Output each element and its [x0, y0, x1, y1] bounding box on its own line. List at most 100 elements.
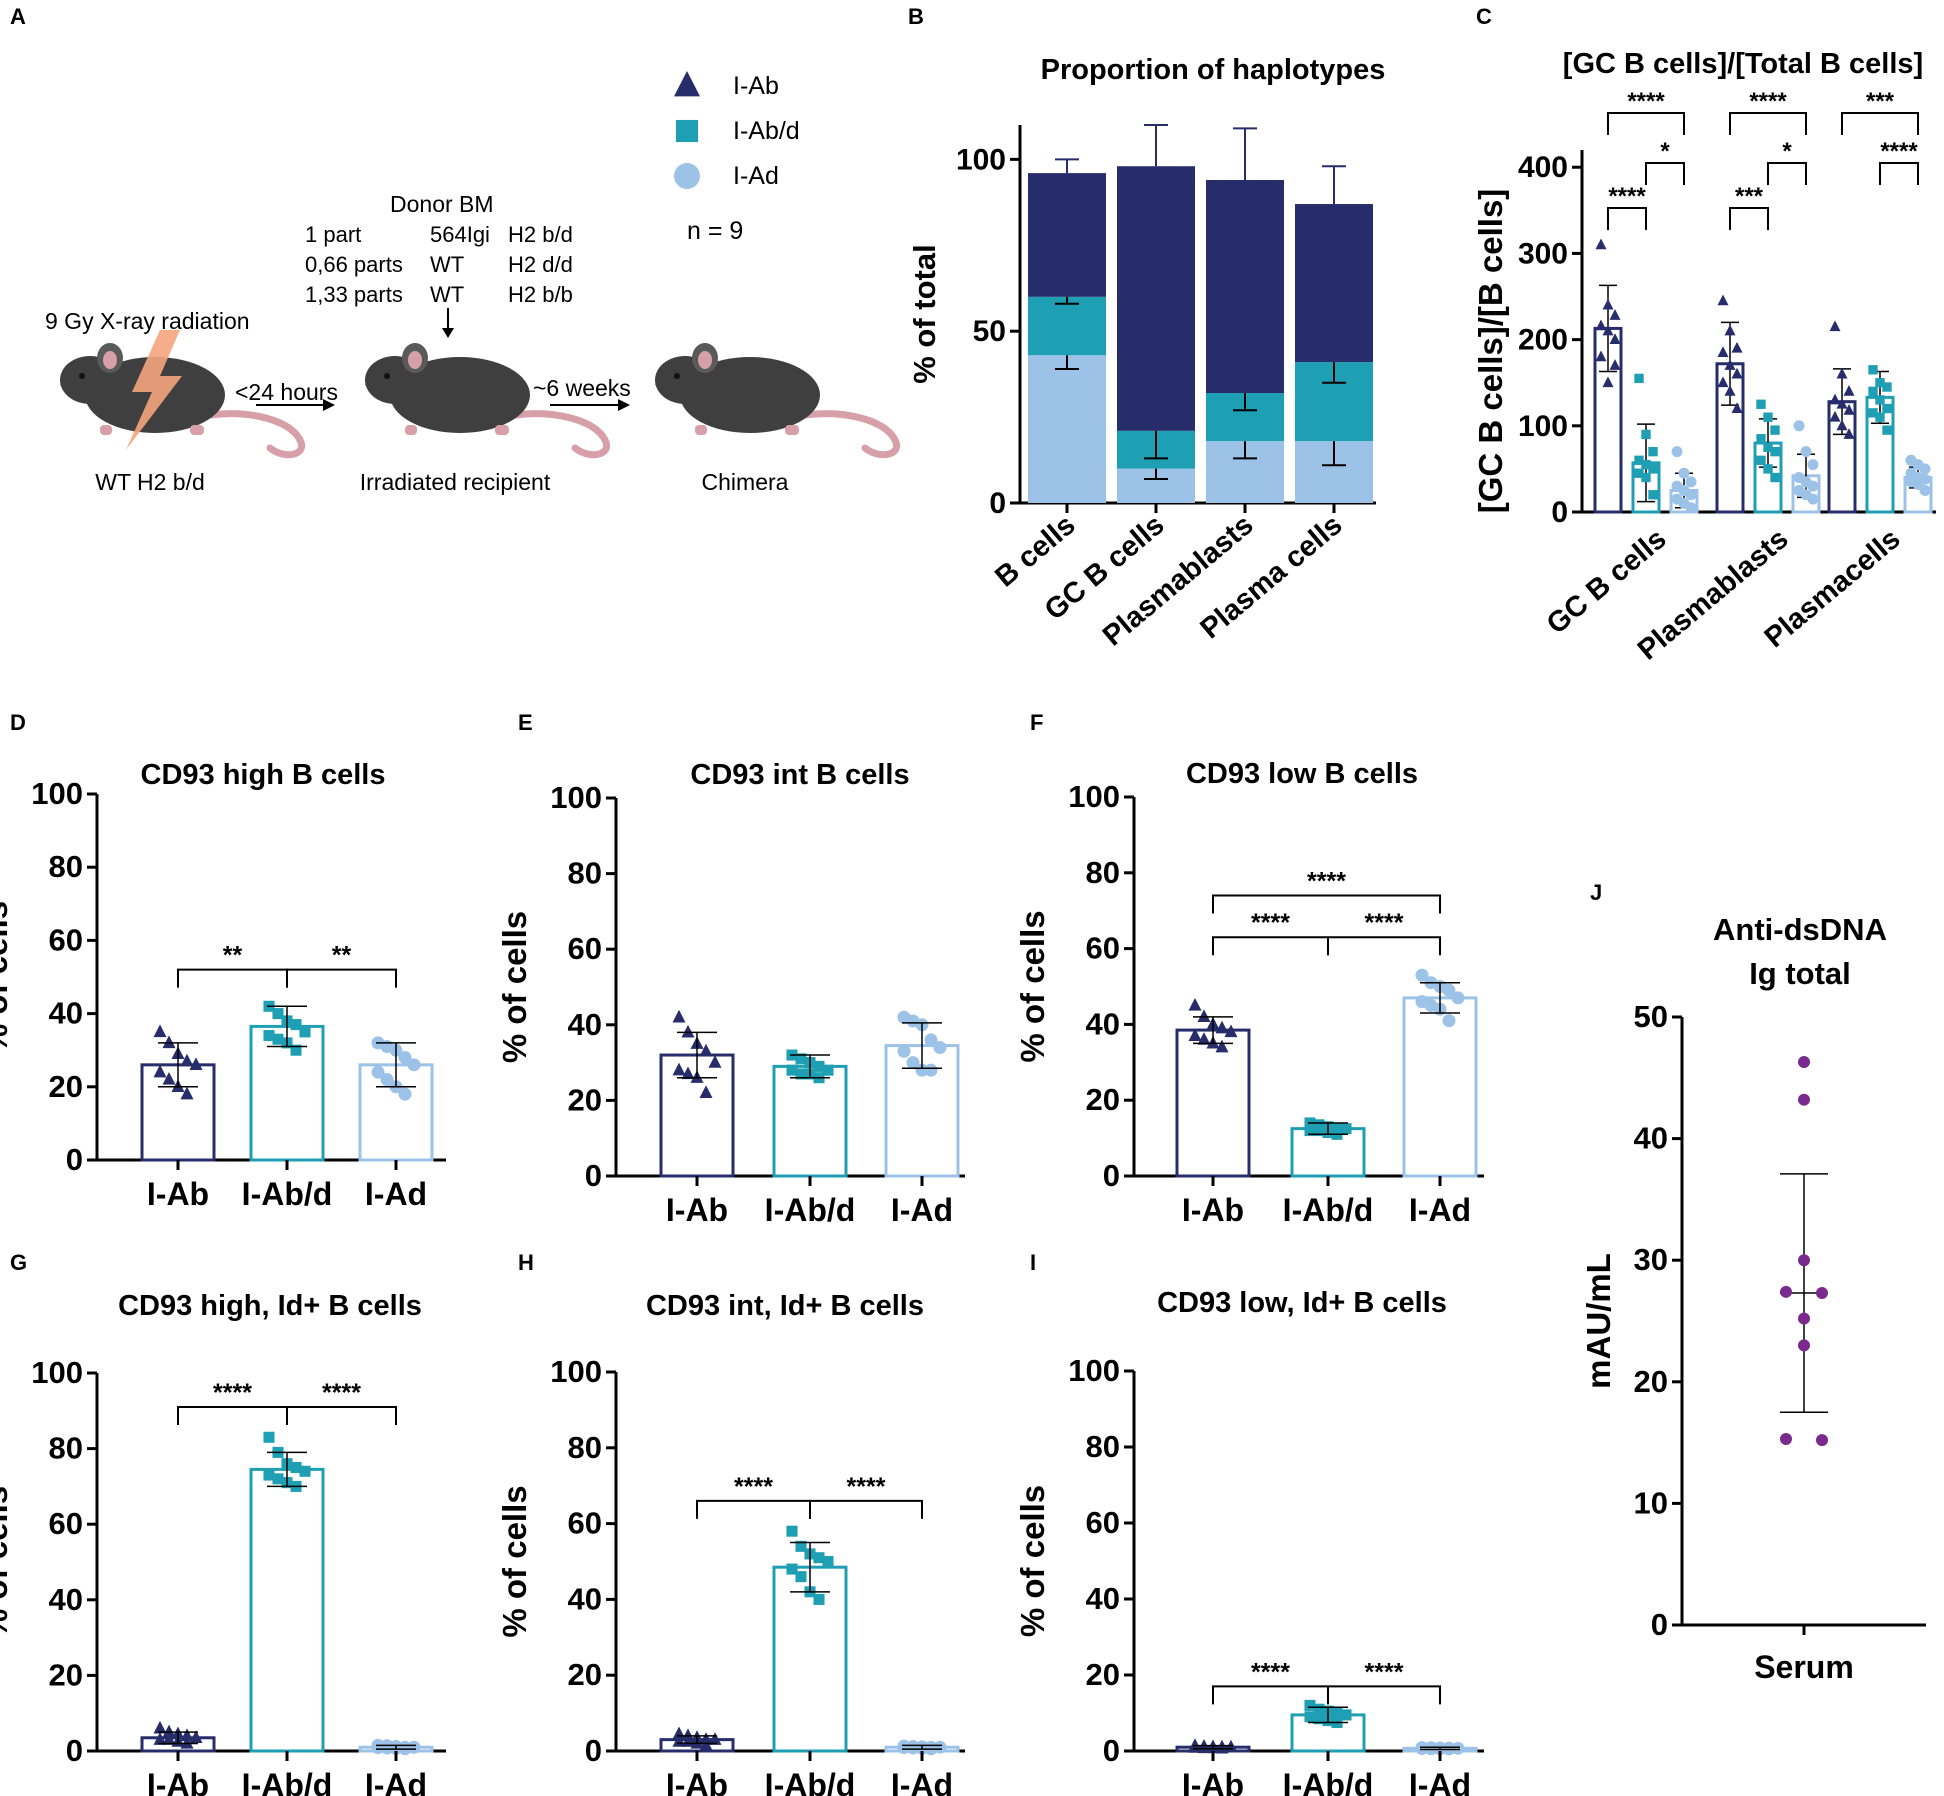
data-point-I-Ad [1685, 476, 1697, 488]
data-point-I-Ab/d [1634, 373, 1644, 384]
stacked-bar-I-Ab [1117, 166, 1195, 431]
y-tick-label: 0 [66, 1733, 83, 1768]
data-point-I-Ad [1807, 459, 1819, 471]
bar-I-Ab/d [249, 1467, 325, 1753]
data-point-I-Ab/d [263, 1030, 275, 1042]
chart-title: CD93 low, Id+ B cells [1157, 1287, 1447, 1319]
significance-label: **** [1251, 1658, 1290, 1686]
data-point-I-Ab [189, 1730, 203, 1743]
data-point-I-Ab/d [822, 1555, 834, 1568]
data-point-I-Ab [1717, 346, 1729, 357]
data-point-I-Ab/d [272, 1033, 284, 1045]
x-tick-label: I-Ab [666, 1767, 728, 1796]
y-axis-label: % of cells [496, 1485, 533, 1637]
data-point-I-Ab/d [1868, 365, 1878, 375]
significance-bracket [1645, 162, 1685, 185]
legend-marker-circle [674, 163, 700, 189]
data-point-I-Ab/d [299, 1026, 311, 1038]
data-point-I-Ab/d [272, 1473, 284, 1485]
data-point-I-Ab [1188, 1028, 1202, 1041]
data-point-I-Ab/d [299, 1465, 311, 1477]
y-axis-label: % of cells [1014, 910, 1051, 1062]
donor-arrow-head [442, 328, 454, 338]
data-point-I-Ad [371, 1065, 385, 1079]
data-point-I-Ad [1807, 480, 1819, 492]
data-point-I-Ab [1731, 367, 1743, 379]
significance-bracket [177, 1406, 288, 1426]
data-point-I-Ab/d [272, 1008, 284, 1020]
data-point-I-Ab/d [1763, 412, 1773, 422]
significance-bracket [1729, 207, 1769, 230]
x-tick-label: GC B cells [1541, 523, 1673, 641]
chart-title: CD93 int B cells [690, 759, 909, 791]
radiation-label: 9 Gy X-ray radiation [45, 308, 250, 334]
significance-bracket [1879, 162, 1919, 185]
arrow-1-head [323, 399, 335, 411]
data-point-I-Ab [1609, 359, 1621, 370]
data-point-serum [1798, 1339, 1810, 1352]
panel-letter-f: F [1030, 710, 1043, 735]
panel-d-bar-chart: CD93 high B cells 0 20 40 60 80 100 % of cells I… [0, 759, 446, 1212]
donor-row-1-col-2: H2 d/d [508, 252, 573, 277]
data-point-I-Ab [1609, 309, 1621, 320]
legend-marker-triangle [674, 71, 700, 97]
data-point-I-Ad [915, 1063, 929, 1077]
y-tick-label: 0 [66, 1142, 83, 1177]
x-tick-label: I-Ad [1409, 1192, 1471, 1228]
significance-bracket [177, 968, 288, 988]
significance-label: **** [1365, 909, 1404, 937]
panel-b-stacked-bar-chart: Proportion of haplotypes 0 50 100 % of total… [907, 54, 1385, 653]
y-tick-label: 50 [1634, 999, 1668, 1034]
y-tick-label: 300 [1518, 237, 1568, 270]
data-point-I-Ad [1793, 420, 1805, 432]
y-tick-label: 100 [1068, 1353, 1120, 1388]
data-point-serum [1816, 1287, 1828, 1300]
data-point-I-Ad [924, 1033, 938, 1047]
mouse-chimera [655, 343, 901, 459]
panel-letter-a: A [10, 4, 26, 29]
data-point-I-Ad [1919, 484, 1931, 496]
data-point-I-Ad [1415, 1742, 1429, 1756]
data-point-serum [1816, 1434, 1828, 1447]
chart-title: CD93 int, Id+ B cells [646, 1290, 924, 1322]
data-point-I-Ab/d [813, 1593, 825, 1605]
significance-label: *** [1735, 183, 1764, 210]
y-tick-label: 100 [1518, 410, 1568, 443]
data-point-I-Ab/d [1648, 446, 1658, 457]
x-tick-label: I-Ab/d [765, 1192, 856, 1228]
data-point-I-Ab [1188, 1740, 1202, 1753]
y-tick-label: 10 [1634, 1485, 1668, 1520]
y-tick-label: 40 [568, 1581, 602, 1616]
data-point-I-Ab/d [1868, 386, 1878, 397]
data-point-I-Ab/d [1641, 459, 1651, 470]
significance-bracket [286, 1406, 397, 1426]
data-point-I-Ab/d [1763, 464, 1773, 474]
data-point-I-Ab [189, 1057, 203, 1071]
chart-title: [GC B cells]/[Total B cells] [1563, 48, 1923, 80]
panel-letter-h: H [518, 1250, 534, 1275]
data-point-I-Ab/d [1875, 395, 1885, 405]
donor-row-2-col-0: 1,33 parts [305, 282, 403, 307]
mouse-paw [785, 425, 799, 435]
mouse-snout [365, 372, 379, 392]
data-point-I-Ab [1724, 324, 1736, 336]
chart-title-line: Ig total [1749, 956, 1851, 991]
data-point-serum [1798, 1093, 1810, 1106]
data-point-I-Ab/d [1304, 1124, 1316, 1137]
data-point-I-Ad [1451, 991, 1465, 1005]
data-point-I-Ab [672, 1009, 686, 1023]
significance-bracket [696, 1499, 811, 1519]
data-point-I-Ab [1843, 403, 1855, 415]
y-tick-label: 100 [31, 776, 83, 811]
data-point-I-Ab/d [1756, 434, 1766, 444]
stacked-bar-I-Ab [1206, 179, 1284, 394]
data-point-I-Ad [1415, 968, 1429, 982]
data-point-I-Ab [180, 1053, 194, 1067]
data-point-I-Ab [1609, 333, 1621, 345]
significance-label: **** [322, 1379, 361, 1407]
x-tick-label: I-Ab [1182, 1767, 1244, 1796]
data-point-I-Ad [1807, 493, 1819, 505]
panel-i-bar-chart: CD93 low, Id+ B cells 0 20 40 60 80 100 % of ce… [1014, 1287, 1484, 1796]
data-point-I-Ab/d [1340, 1709, 1352, 1721]
